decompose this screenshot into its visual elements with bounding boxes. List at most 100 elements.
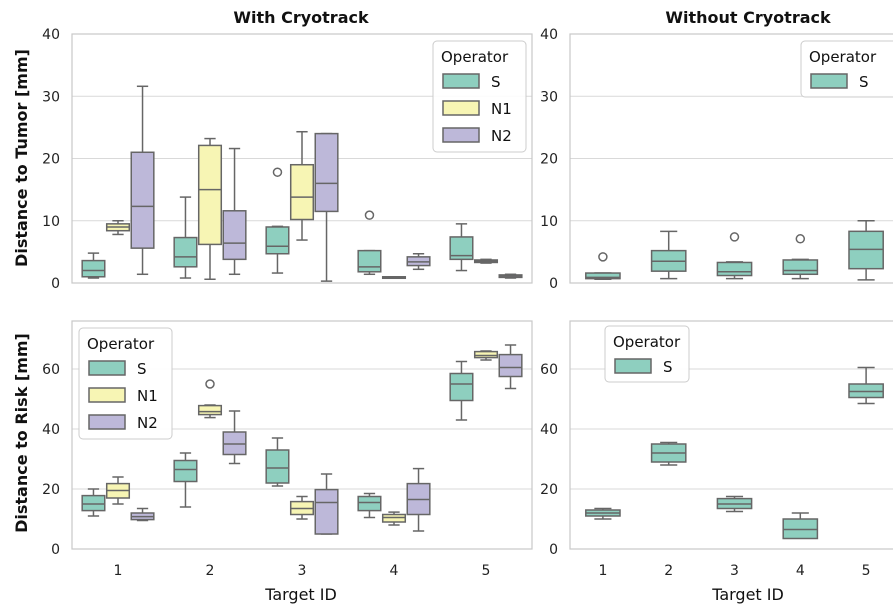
box-N1-target-3 bbox=[289, 130, 315, 241]
box-iqr bbox=[81, 259, 106, 278]
box-S-target-5 bbox=[848, 220, 884, 281]
x-tick-label: 3 bbox=[730, 563, 739, 579]
x-tick-label: 5 bbox=[862, 563, 871, 579]
box-S-target-2 bbox=[650, 441, 687, 466]
legend-swatch-N1 bbox=[442, 100, 480, 116]
y-axis-label-tumor: Distance to Tumor [mm] bbox=[12, 49, 31, 267]
legend-label-N1: N1 bbox=[491, 100, 512, 118]
box-iqr bbox=[357, 495, 382, 512]
legend-box bbox=[78, 327, 173, 440]
box-iqr bbox=[782, 259, 819, 276]
box-N2-target-5 bbox=[498, 273, 523, 279]
x-tick-label: 2 bbox=[206, 563, 215, 579]
box-iqr bbox=[173, 459, 198, 483]
box-iqr bbox=[173, 236, 198, 268]
box-iqr bbox=[473, 350, 499, 359]
y-tick-label: 40 bbox=[540, 422, 558, 438]
legend-swatch-N1 bbox=[88, 387, 126, 403]
y-tick-label: 0 bbox=[51, 276, 60, 292]
box-S-target-4 bbox=[782, 512, 819, 540]
panel-title-with-cryotrack: With Cryotrack bbox=[233, 8, 369, 27]
box-N2-target-1 bbox=[130, 507, 155, 522]
y-tick-label: 60 bbox=[42, 362, 60, 378]
legend-swatch-S bbox=[614, 358, 652, 374]
box-S-target-1 bbox=[585, 507, 621, 520]
box-N2-target-4 bbox=[406, 252, 431, 271]
box-iqr bbox=[357, 249, 382, 273]
y-tick-label: 0 bbox=[549, 276, 558, 292]
box-S-target-2 bbox=[173, 196, 198, 279]
legend-title: Operator bbox=[613, 333, 681, 351]
y-tick-label: 40 bbox=[42, 422, 60, 438]
box-N1-target-4 bbox=[381, 276, 407, 280]
outlier-point bbox=[729, 232, 740, 242]
box-iqr bbox=[289, 163, 315, 221]
x-tick-label: 3 bbox=[298, 563, 307, 579]
legend-label-N2: N2 bbox=[137, 414, 158, 432]
x-tick-label: 4 bbox=[796, 563, 805, 579]
x-tick-label: 5 bbox=[482, 563, 491, 579]
box-iqr bbox=[265, 226, 290, 255]
axes-frame bbox=[71, 33, 533, 284]
box-S-target-2 bbox=[173, 452, 198, 508]
box-S-target-4 bbox=[357, 210, 382, 276]
y-tick-label: 20 bbox=[540, 482, 558, 498]
box-S-target-3 bbox=[265, 167, 290, 274]
legend: Operator S bbox=[604, 325, 690, 383]
box-iqr bbox=[314, 488, 339, 535]
box-iqr bbox=[222, 210, 247, 261]
box-S-target-4 bbox=[357, 492, 382, 519]
axes-frame bbox=[569, 33, 893, 284]
legend: Operator S bbox=[800, 40, 893, 98]
panel-4: 0 20 40 60 1 2 3 4 5 Operator S bbox=[540, 320, 893, 579]
legend-title: Operator bbox=[809, 48, 877, 66]
box-N1-target-4 bbox=[381, 511, 407, 526]
y-tick-label: 30 bbox=[42, 89, 60, 105]
box-N1-target-2 bbox=[197, 379, 223, 419]
box-iqr bbox=[585, 272, 621, 280]
axes-frame bbox=[71, 320, 533, 550]
box-iqr bbox=[498, 353, 523, 378]
axes-frame bbox=[569, 320, 893, 550]
x-tick-label: 4 bbox=[390, 563, 399, 579]
legend-label-N2: N2 bbox=[491, 127, 512, 145]
y-tick-label: 30 bbox=[540, 89, 558, 105]
y-tick-label: 0 bbox=[51, 542, 60, 558]
box-N1-target-2 bbox=[197, 137, 223, 281]
y-tick-label: 0 bbox=[549, 542, 558, 558]
box-S-target-1 bbox=[81, 488, 106, 517]
y-tick-label: 10 bbox=[42, 214, 60, 230]
x-tick-label: 1 bbox=[598, 563, 607, 579]
legend-title: Operator bbox=[441, 48, 509, 66]
box-N1-target-1 bbox=[105, 220, 131, 236]
outlier-point bbox=[598, 252, 608, 262]
legend: Operator S N1 N2 bbox=[432, 40, 527, 153]
box-iqr bbox=[197, 144, 223, 246]
box-N2-target-4 bbox=[406, 467, 431, 532]
legend-label-N1: N1 bbox=[137, 387, 158, 405]
box-S-target-3 bbox=[265, 437, 290, 487]
box-S-target-4 bbox=[782, 234, 819, 280]
y-axis-label-risk: Distance to Risk [mm] bbox=[12, 333, 31, 533]
box-N2-target-2 bbox=[222, 410, 247, 465]
x-tick-label: 2 bbox=[664, 563, 673, 579]
outlier-point bbox=[205, 379, 215, 389]
box-N1-target-3 bbox=[289, 495, 315, 520]
box-N2-target-3 bbox=[314, 132, 339, 282]
box-S-target-1 bbox=[585, 252, 621, 281]
box-N1-target-5 bbox=[473, 350, 499, 361]
panel-2: 0 10 20 30 40 Operator S bbox=[540, 27, 893, 292]
legend-label-S: S bbox=[491, 73, 501, 91]
legend-swatch-S bbox=[442, 73, 480, 89]
outlier-point bbox=[272, 167, 283, 177]
box-N2-target-3 bbox=[314, 473, 339, 535]
panel-title-without-cryotrack: Without Cryotrack bbox=[665, 8, 831, 27]
box-S-target-5 bbox=[449, 223, 474, 272]
box-S-target-3 bbox=[716, 495, 753, 513]
box-iqr bbox=[716, 261, 753, 277]
box-iqr bbox=[130, 151, 155, 249]
box-N2-target-1 bbox=[130, 85, 155, 276]
box-S-target-5 bbox=[449, 360, 474, 421]
y-tick-label: 10 bbox=[540, 214, 558, 230]
